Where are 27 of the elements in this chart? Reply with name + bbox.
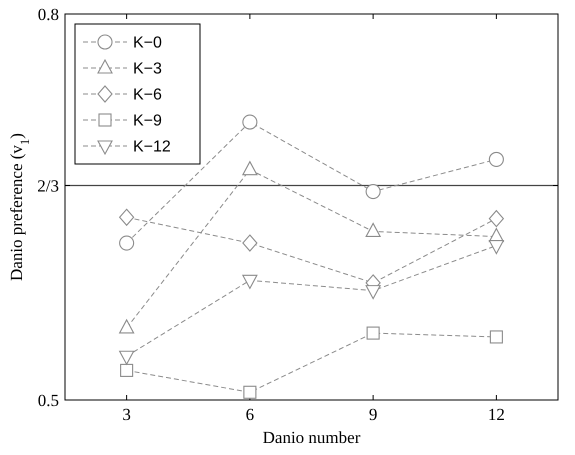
legend-label: K−0	[133, 34, 162, 52]
point	[366, 184, 381, 200]
x-tick-label: 9	[368, 405, 378, 424]
y-tick-label: 0.8	[38, 4, 59, 24]
point	[119, 350, 134, 365]
legend-label: K−12	[133, 138, 171, 156]
point	[488, 210, 504, 228]
legend-label: K−6	[133, 86, 162, 104]
point	[120, 364, 134, 377]
y-tick-label: 2/3	[37, 176, 59, 196]
x-tick-label: 3	[122, 405, 131, 424]
point	[119, 235, 134, 251]
y-tick-label: 0.5	[38, 390, 59, 410]
point	[490, 330, 503, 344]
point	[242, 161, 258, 176]
point	[243, 386, 256, 399]
point	[242, 114, 258, 130]
x-tick-label: 12	[488, 405, 505, 424]
x-tick-label: 6	[246, 405, 254, 424]
point	[366, 326, 380, 340]
point	[119, 208, 134, 226]
x-axis-title: Danio number	[262, 428, 361, 447]
point	[242, 234, 258, 252]
point	[488, 152, 504, 167]
legend-label: K−9	[133, 112, 162, 130]
legend-label: K−3	[133, 60, 162, 78]
point	[242, 274, 258, 289]
